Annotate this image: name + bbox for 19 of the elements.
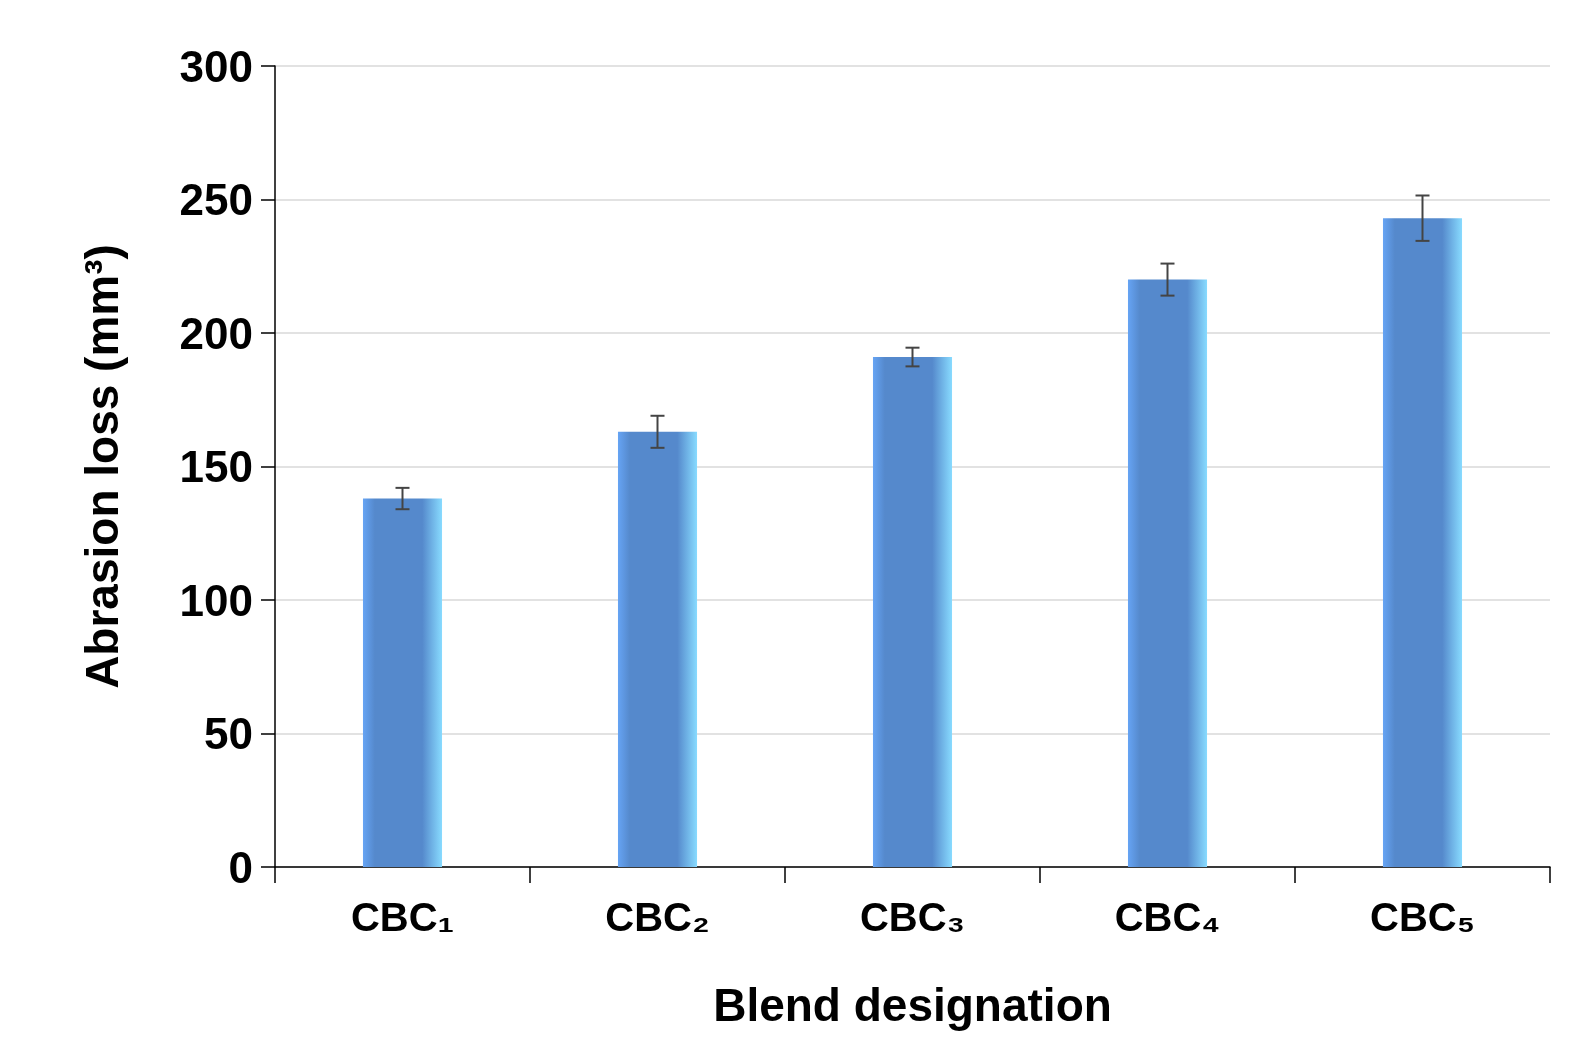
y-tick-label: 150 — [179, 442, 253, 491]
x-tick-label: CBC₂ — [605, 895, 710, 939]
y-tick-label: 200 — [179, 308, 253, 358]
x-tick-label: CBC₅ — [1370, 895, 1475, 939]
x-axis-title: Blend designation — [713, 979, 1112, 1031]
bar — [617, 431, 698, 867]
x-tick-label: CBC₁ — [350, 895, 455, 939]
bar — [362, 498, 443, 867]
y-tick-label: 50 — [204, 709, 253, 758]
bar — [1127, 279, 1208, 867]
bar — [1382, 218, 1463, 867]
x-tick-label: CBC₄ — [1114, 895, 1221, 939]
y-tick-label: 0 — [228, 842, 253, 892]
y-axis-title: Abrasion loss (mm³) — [76, 244, 128, 689]
bar — [872, 357, 953, 867]
y-tick-label: 100 — [179, 575, 253, 625]
y-tick-label: 250 — [179, 175, 253, 224]
y-tick-label: 300 — [179, 41, 253, 91]
x-tick-label: CBC₃ — [859, 895, 966, 939]
